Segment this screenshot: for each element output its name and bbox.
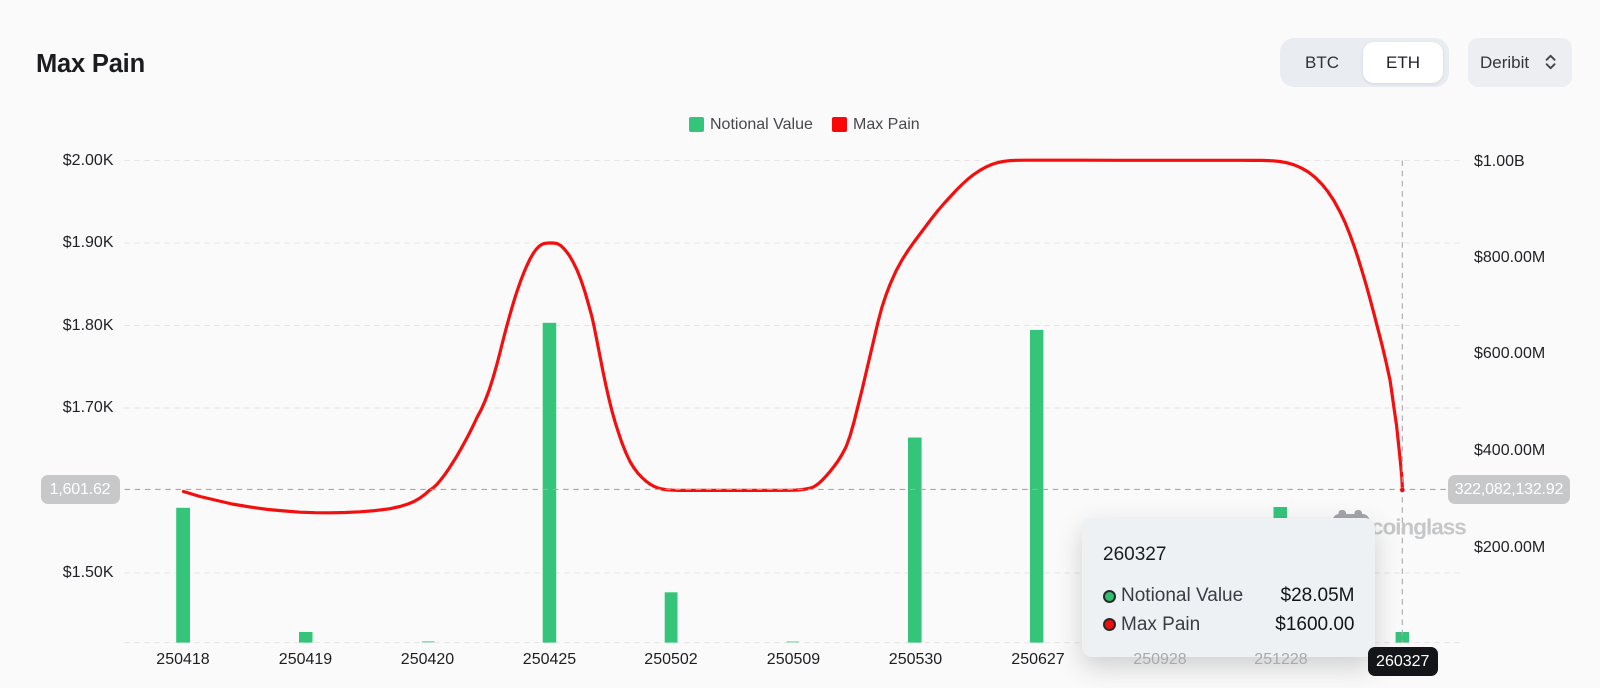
svg-text:coinglass: coinglass xyxy=(1371,515,1466,540)
